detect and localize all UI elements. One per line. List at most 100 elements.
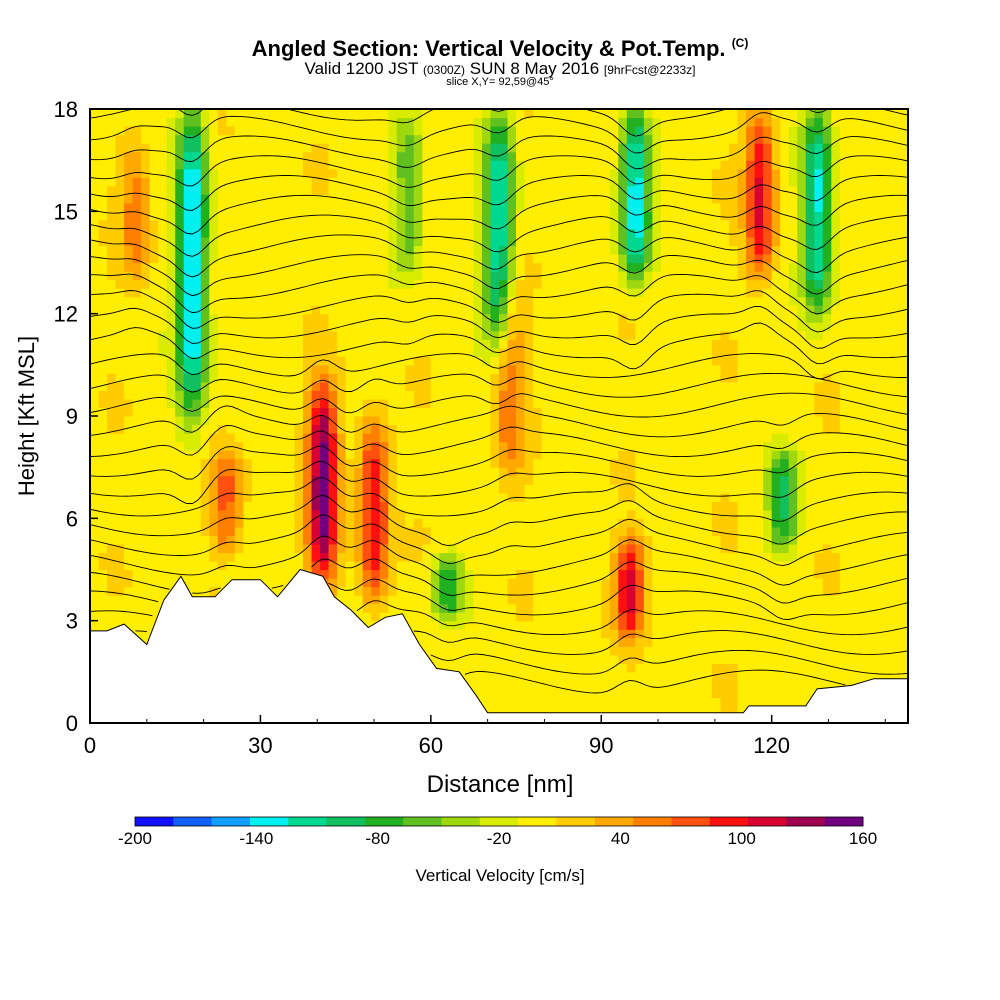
- velocity-cell: [345, 168, 355, 178]
- velocity-cell: [175, 288, 185, 298]
- velocity-cell: [277, 330, 287, 340]
- velocity-cell: [405, 313, 415, 323]
- velocity-cell: [158, 245, 168, 255]
- velocity-cell: [533, 560, 543, 571]
- velocity-cell: [669, 526, 679, 536]
- velocity-cell: [371, 450, 381, 460]
- velocity-cell: [175, 518, 185, 528]
- velocity-cell: [481, 364, 492, 374]
- velocity-cell: [251, 330, 262, 340]
- velocity-cell: [558, 262, 568, 272]
- velocity-cell: [584, 211, 594, 221]
- velocity-cell: [473, 663, 483, 673]
- velocity-cell: [226, 194, 236, 204]
- velocity-cell: [362, 450, 372, 460]
- velocity-cell: [285, 288, 296, 298]
- velocity-cell: [158, 492, 168, 502]
- velocity-cell: [311, 356, 321, 366]
- velocity-cell: [422, 433, 432, 443]
- velocity-cell: [464, 424, 475, 434]
- velocity-cell: [115, 450, 125, 460]
- velocity-cell: [524, 279, 534, 289]
- velocity-cell: [192, 194, 202, 204]
- velocity-cell: [209, 109, 219, 119]
- velocity-cell: [669, 416, 679, 426]
- velocity-cell: [481, 143, 492, 153]
- velocity-cell: [490, 603, 500, 613]
- velocity-cell: [592, 185, 602, 195]
- velocity-cell: [499, 151, 509, 161]
- velocity-cell: [320, 322, 330, 332]
- velocity-cell: [354, 228, 364, 238]
- velocity-cell: [447, 578, 457, 588]
- velocity-cell: [524, 194, 534, 204]
- velocity-cell: [422, 450, 432, 460]
- velocity-cell: [115, 390, 125, 400]
- velocity-cell: [413, 543, 423, 554]
- velocity-cell: [277, 117, 287, 127]
- velocity-cell: [652, 330, 662, 340]
- velocity-cell: [541, 484, 551, 494]
- velocity-cell: [490, 160, 500, 170]
- velocity-cell: [311, 160, 321, 170]
- velocity-cell: [609, 339, 619, 349]
- velocity-cell: [524, 271, 534, 281]
- velocity-cell: [226, 168, 236, 178]
- velocity-cell: [328, 322, 338, 332]
- velocity-cell: [183, 416, 193, 426]
- velocity-cell: [141, 620, 151, 630]
- velocity-cell: [354, 560, 364, 571]
- velocity-cell: [439, 143, 449, 153]
- velocity-cell: [464, 501, 475, 511]
- velocity-cell: [626, 509, 636, 519]
- velocity-cell: [277, 185, 287, 195]
- velocity-cell: [473, 433, 483, 443]
- velocity-cell: [533, 518, 543, 528]
- velocity-cell: [652, 595, 662, 605]
- velocity-cell: [626, 569, 636, 579]
- velocity-cell: [618, 543, 628, 554]
- velocity-cell: [251, 219, 262, 229]
- velocity-cell: [345, 194, 355, 204]
- velocity-cell: [550, 202, 560, 212]
- velocity-cell: [575, 126, 585, 136]
- velocity-cell: [371, 160, 381, 170]
- velocity-cell: [422, 637, 432, 647]
- velocity-cell: [516, 134, 526, 144]
- velocity-cell: [183, 475, 193, 485]
- velocity-cell: [541, 595, 551, 605]
- velocity-cell: [669, 271, 679, 281]
- velocity-cell: [141, 526, 151, 536]
- velocity-cell: [439, 663, 449, 673]
- velocity-cell: [533, 288, 543, 298]
- velocity-cell: [107, 236, 117, 247]
- velocity-cell: [328, 126, 338, 136]
- velocity-cell: [413, 518, 423, 528]
- velocity-cell: [652, 569, 662, 579]
- velocity-cell: [550, 467, 560, 477]
- velocity-cell: [379, 134, 389, 144]
- velocity-cell: [268, 484, 279, 494]
- velocity-cell: [243, 501, 253, 511]
- velocity-cell: [294, 271, 304, 281]
- title-main: Angled Section: Vertical Velocity & Pot.…: [251, 36, 726, 61]
- velocity-cell: [481, 569, 492, 579]
- velocity-cell: [354, 279, 364, 289]
- velocity-cell: [499, 253, 509, 264]
- velocity-cell: [388, 313, 398, 323]
- velocity-cell: [430, 433, 440, 443]
- velocity-cell: [362, 339, 372, 349]
- velocity-cell: [405, 398, 415, 409]
- velocity-cell: [481, 177, 492, 187]
- velocity-cell: [277, 509, 287, 519]
- velocity-cell: [464, 381, 475, 392]
- velocity-cell: [507, 390, 517, 400]
- velocity-cell: [490, 143, 500, 153]
- velocity-cell: [217, 356, 227, 366]
- velocity-cell: [618, 637, 628, 647]
- velocity-cell: [200, 569, 210, 579]
- velocity-cell: [396, 168, 406, 178]
- velocity-cell: [354, 160, 364, 170]
- velocity-cell: [354, 109, 364, 119]
- velocity-cell: [541, 356, 551, 366]
